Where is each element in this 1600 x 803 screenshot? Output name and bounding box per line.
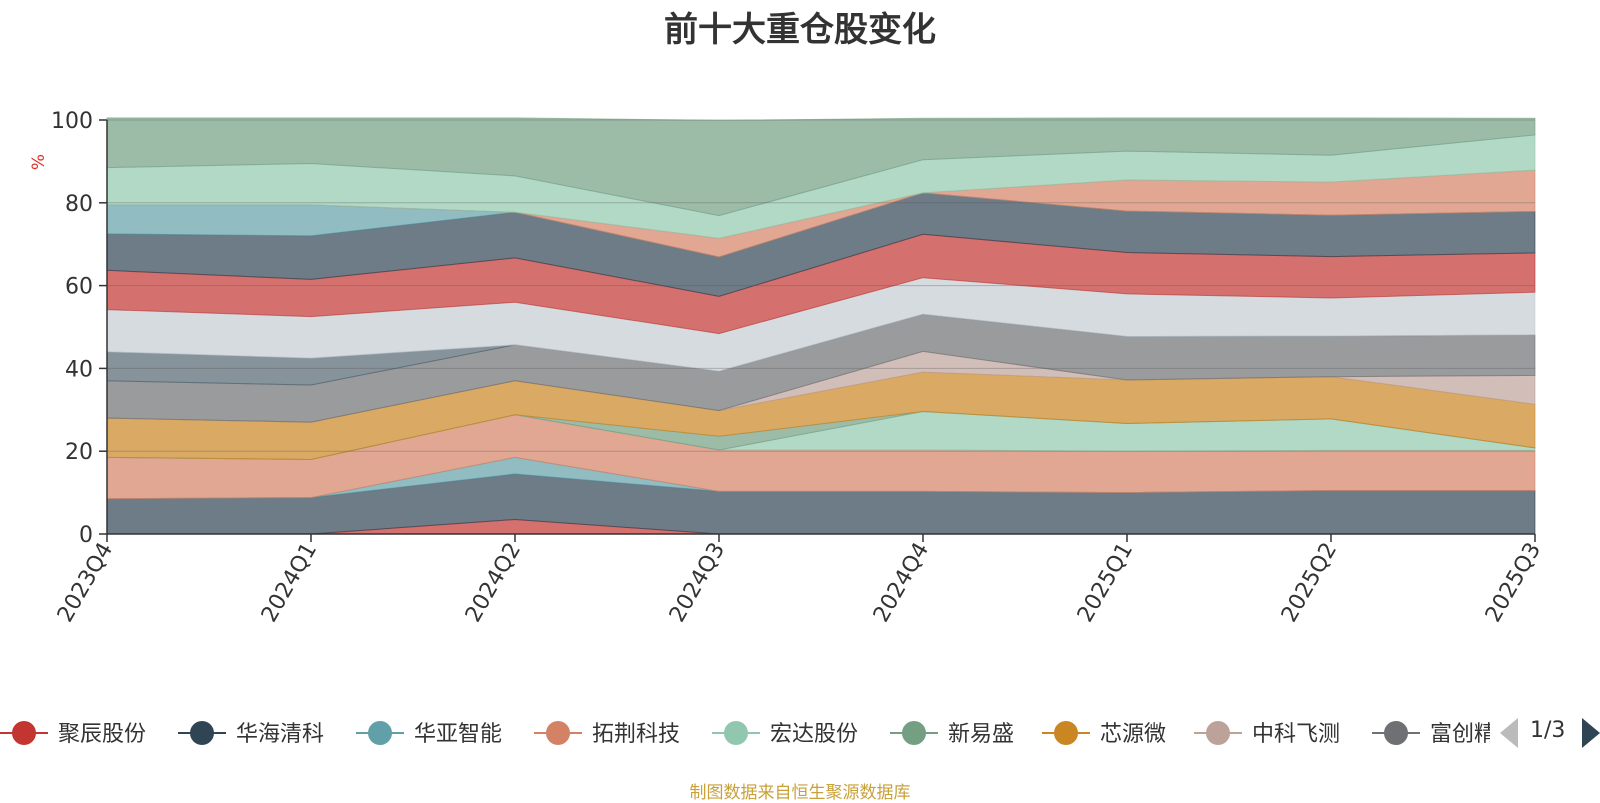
legend-label: 华亚智能 bbox=[414, 722, 503, 747]
legend-label: 新易盛 bbox=[948, 722, 1015, 747]
x-tick-label: 2025Q3 bbox=[1481, 539, 1546, 627]
legend-pager: 1/3 bbox=[1500, 716, 1600, 752]
legend-label: 芯源微 bbox=[1100, 722, 1167, 747]
legend-dot-icon bbox=[1206, 721, 1230, 745]
y-tick-label: 100 bbox=[51, 109, 93, 134]
gridlines bbox=[107, 119, 1535, 452]
legend-label: 富创精密 bbox=[1430, 722, 1490, 747]
x-tick-label: 2023Q4 bbox=[53, 539, 118, 627]
y-axis-label: % bbox=[29, 154, 49, 170]
legend-dot-icon bbox=[368, 721, 392, 745]
x-tick-label: 2025Q1 bbox=[1073, 539, 1138, 627]
legend-page-label: 1/3 bbox=[1530, 718, 1566, 743]
chart-title: 前十大重仓股变化 bbox=[664, 10, 936, 50]
series-areas bbox=[106, 117, 1536, 535]
legend-dot-icon bbox=[902, 721, 926, 745]
next-page-icon[interactable] bbox=[1582, 718, 1600, 748]
legend-dot-icon bbox=[1054, 721, 1078, 745]
x-tick-label: 2024Q4 bbox=[869, 539, 934, 627]
legend: 聚辰股份 华海清科 华亚智能 拓荆科技 宏达股份 新易盛 芯源微 中科飞测 富创精密 bbox=[0, 712, 1490, 752]
legend-label: 拓荆科技 bbox=[592, 722, 681, 747]
x-tick-label: 2024Q2 bbox=[461, 539, 526, 627]
legend-dot-icon bbox=[724, 721, 748, 745]
x-tick-label: 2024Q3 bbox=[665, 539, 730, 627]
legend-dot-icon bbox=[190, 721, 214, 745]
legend-label: 聚辰股份 bbox=[58, 722, 147, 747]
y-tick-label: 60 bbox=[65, 275, 93, 300]
legend-label: 中科飞测 bbox=[1252, 722, 1341, 747]
series-area[interactable] bbox=[106, 117, 1536, 217]
legend-dot-icon bbox=[1384, 721, 1408, 745]
legend-label: 华海清科 bbox=[236, 722, 325, 747]
source-note: 制图数据来自恒生聚源数据库 bbox=[689, 783, 911, 803]
y-tick-label: 80 bbox=[65, 192, 93, 217]
legend-dot-icon bbox=[12, 721, 36, 745]
legend-label: 宏达股份 bbox=[770, 722, 859, 747]
previous-page-icon[interactable] bbox=[1500, 718, 1518, 748]
legend-dot-icon bbox=[546, 721, 570, 745]
x-tick-label: 2025Q2 bbox=[1277, 539, 1342, 627]
y-tick-label: 0 bbox=[79, 523, 93, 548]
y-tick-label: 40 bbox=[65, 357, 93, 382]
x-tick-label: 2024Q1 bbox=[257, 539, 322, 627]
y-tick-label: 20 bbox=[65, 440, 93, 465]
